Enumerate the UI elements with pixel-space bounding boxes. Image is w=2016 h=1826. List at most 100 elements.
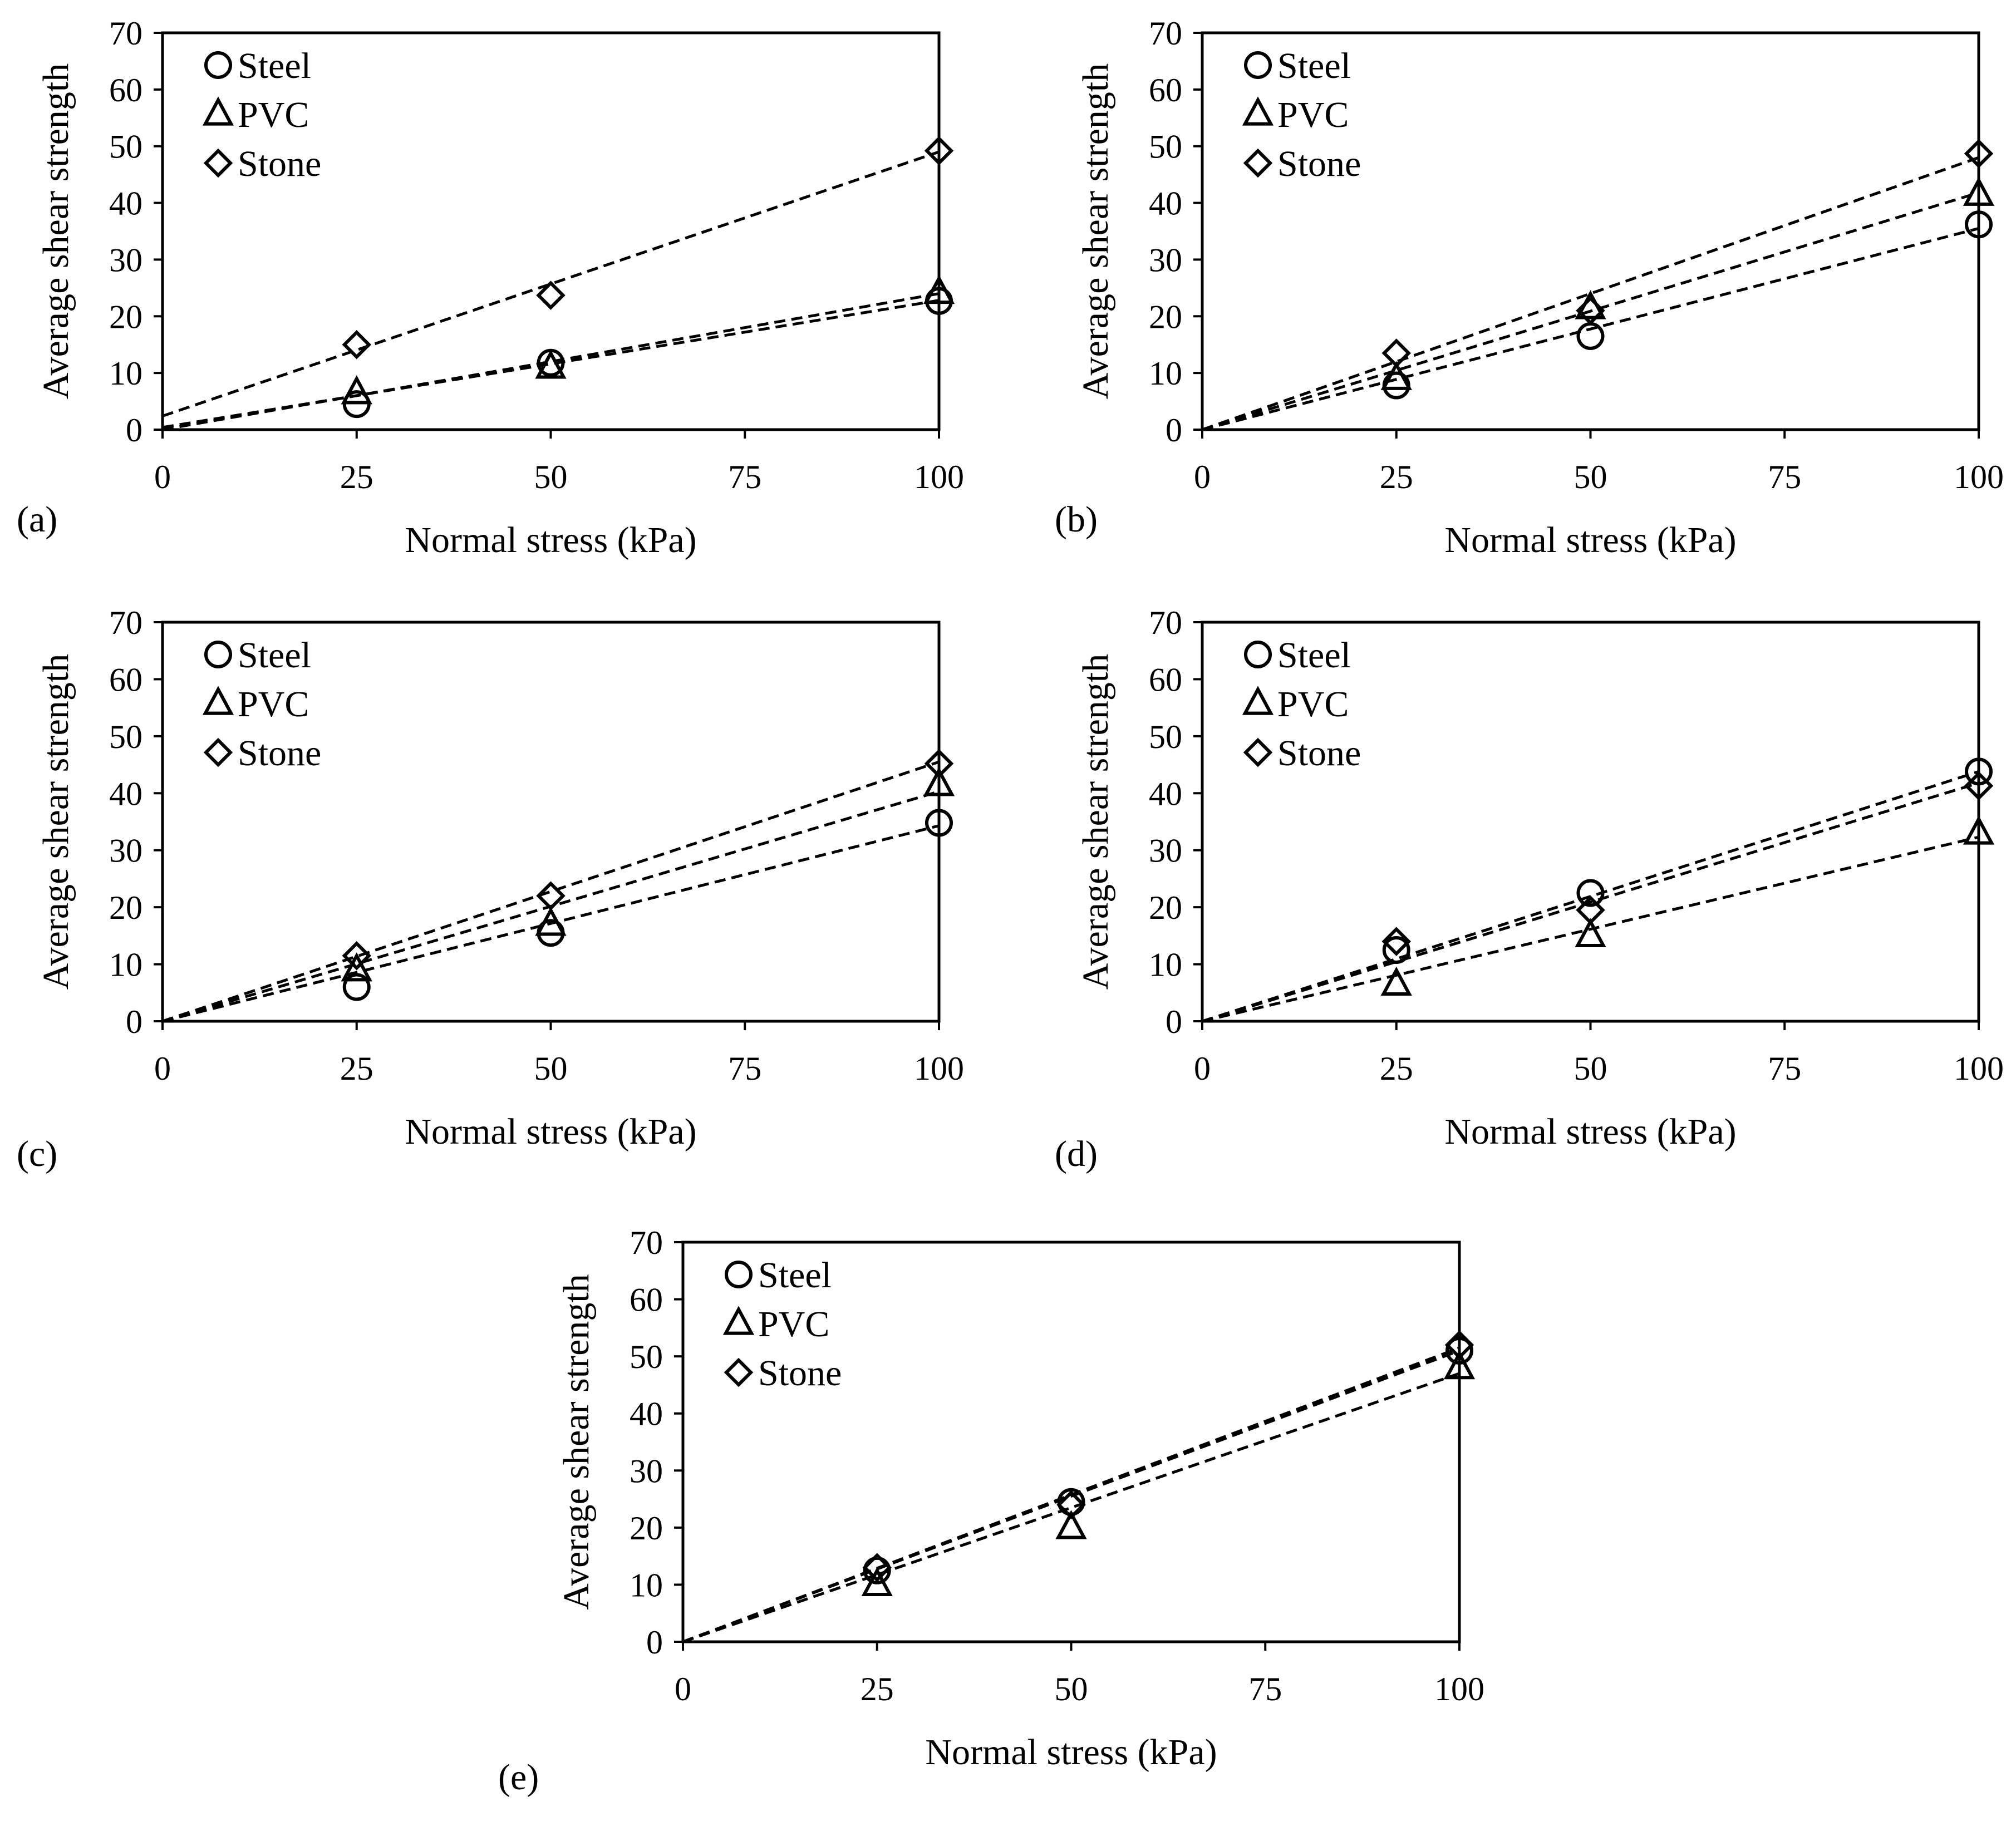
x-tick-label: 25: [1380, 1050, 1413, 1087]
x-axis-title: Normal stress (kPa): [405, 1111, 696, 1152]
point-steel: [1382, 371, 1410, 400]
legend-label-stone: Stone: [1277, 733, 1361, 774]
point-steel: [1965, 210, 1993, 239]
x-tick-label: 100: [1434, 1671, 1484, 1707]
y-tick-label: 60: [109, 72, 142, 109]
legend-label-stone: Stone: [758, 1353, 842, 1394]
point-pvc: [923, 274, 955, 304]
chart-panel-a: 0 10 20 30 40 50 60 70 0 25 50 75 100 Normal stress (…: [17, 15, 964, 560]
x-tick-label: 25: [340, 459, 373, 495]
y-tick-label: 60: [1149, 72, 1182, 109]
legend-marker-pvc: [202, 686, 234, 715]
x-tick-label: 50: [534, 1050, 568, 1087]
x-tick-label: 75: [728, 459, 761, 495]
point-steel: [863, 1556, 891, 1584]
point-stone: [342, 329, 371, 360]
x-tick-label: 50: [1574, 459, 1607, 495]
legend-marker-pvc: [1242, 96, 1274, 126]
x-tick-label: 25: [1380, 459, 1413, 495]
legend-label-pvc: PVC: [238, 95, 309, 135]
plot-frame: [1201, 31, 1980, 431]
y-tick-label: 0: [126, 1003, 142, 1040]
point-pvc: [341, 952, 372, 982]
y-tick-label: 70: [1149, 604, 1182, 641]
x-axis-title: Normal stress (kPa): [925, 1732, 1217, 1773]
point-steel: [925, 809, 953, 837]
legend-marker-steel: [204, 51, 232, 79]
y-tick-label: 20: [1149, 889, 1182, 926]
y-tick-label: 0: [126, 412, 142, 449]
panel-label: (b): [1055, 499, 1098, 540]
x-tick-label: 25: [340, 1050, 373, 1087]
point-pvc: [341, 375, 372, 405]
point-pvc: [1575, 918, 1606, 947]
y-axis-title: Average shear strength: [1075, 654, 1116, 990]
point-stone: [1056, 1490, 1086, 1520]
y-tick-label: 40: [630, 1396, 663, 1433]
legend-label-steel: Steel: [1277, 635, 1351, 676]
legend-label-steel: Steel: [1277, 46, 1351, 86]
y-tick-label: 0: [1166, 1003, 1182, 1040]
y-axis-title: Average shear strength: [1075, 63, 1116, 400]
plot-frame: [1201, 621, 1980, 1023]
y-tick-label: 10: [1149, 947, 1182, 983]
y-tick-label: 30: [630, 1453, 663, 1489]
point-stone: [1964, 139, 1994, 169]
point-stone: [1381, 338, 1411, 368]
x-tick-label: 0: [1194, 1050, 1211, 1087]
y-tick-label: 20: [1149, 298, 1182, 335]
x-axis-title: Normal stress (kPa): [405, 520, 696, 560]
y-tick-label: 40: [109, 775, 142, 812]
x-tick-label: 100: [1954, 1050, 2004, 1087]
x-tick-label: 50: [1055, 1671, 1088, 1707]
trendline-steel: [162, 824, 940, 1023]
trendline-stone: [162, 760, 940, 1023]
y-tick-label: 60: [1149, 661, 1182, 698]
y-tick-label: 40: [109, 185, 142, 222]
y-tick-label: 0: [1166, 412, 1182, 449]
legend-marker-pvc: [722, 1306, 755, 1335]
trendline-pvc: [162, 292, 940, 431]
x-tick-label: 75: [1248, 1671, 1282, 1707]
y-tick-label: 30: [1149, 833, 1182, 869]
y-tick-label: 50: [1149, 718, 1182, 755]
trendline-pvc: [682, 1372, 1460, 1643]
point-pvc: [1055, 1510, 1087, 1539]
point-pvc: [1443, 1350, 1476, 1380]
point-stone: [924, 136, 954, 166]
y-tick-label: 50: [109, 129, 142, 165]
trendline-steel: [1202, 227, 1979, 431]
y-tick-label: 40: [1149, 775, 1182, 812]
y-tick-label: 30: [1149, 242, 1182, 278]
point-stone: [1964, 771, 1994, 801]
point-stone: [1381, 927, 1411, 956]
y-axis-title: Average shear strength: [36, 63, 76, 400]
legend-marker-steel: [204, 641, 232, 668]
y-tick-label: 60: [630, 1282, 663, 1318]
y-tick-label: 50: [630, 1338, 663, 1375]
x-tick-label: 50: [534, 459, 568, 495]
y-tick-label: 50: [1149, 129, 1182, 165]
chart-panel-c: 0 10 20 30 40 50 60 70 0 25 50 75 100 Normal stress (…: [17, 604, 964, 1174]
x-tick-label: 0: [154, 459, 171, 495]
point-stone: [536, 280, 566, 310]
legend-marker-steel: [725, 1261, 753, 1288]
point-stone: [1576, 296, 1605, 326]
point-stone: [1576, 895, 1605, 925]
x-tick-label: 0: [154, 1050, 171, 1087]
y-tick-label: 30: [109, 242, 142, 278]
legend-label-stone: Stone: [238, 733, 321, 774]
panel-label: (a): [17, 499, 57, 540]
panel-label: (d): [1055, 1134, 1098, 1174]
x-axis-title: Normal stress (kPa): [1444, 520, 1736, 560]
point-pvc: [861, 1567, 893, 1597]
legend-marker-steel: [1244, 51, 1272, 79]
x-tick-label: 0: [1194, 459, 1211, 495]
point-steel: [1576, 322, 1605, 350]
point-pvc: [1963, 815, 1995, 845]
legend-label-steel: Steel: [758, 1255, 832, 1296]
x-tick-label: 0: [675, 1671, 691, 1707]
point-steel: [1965, 757, 1993, 786]
legend-label-pvc: PVC: [1277, 684, 1349, 725]
point-stone: [1444, 1330, 1474, 1360]
